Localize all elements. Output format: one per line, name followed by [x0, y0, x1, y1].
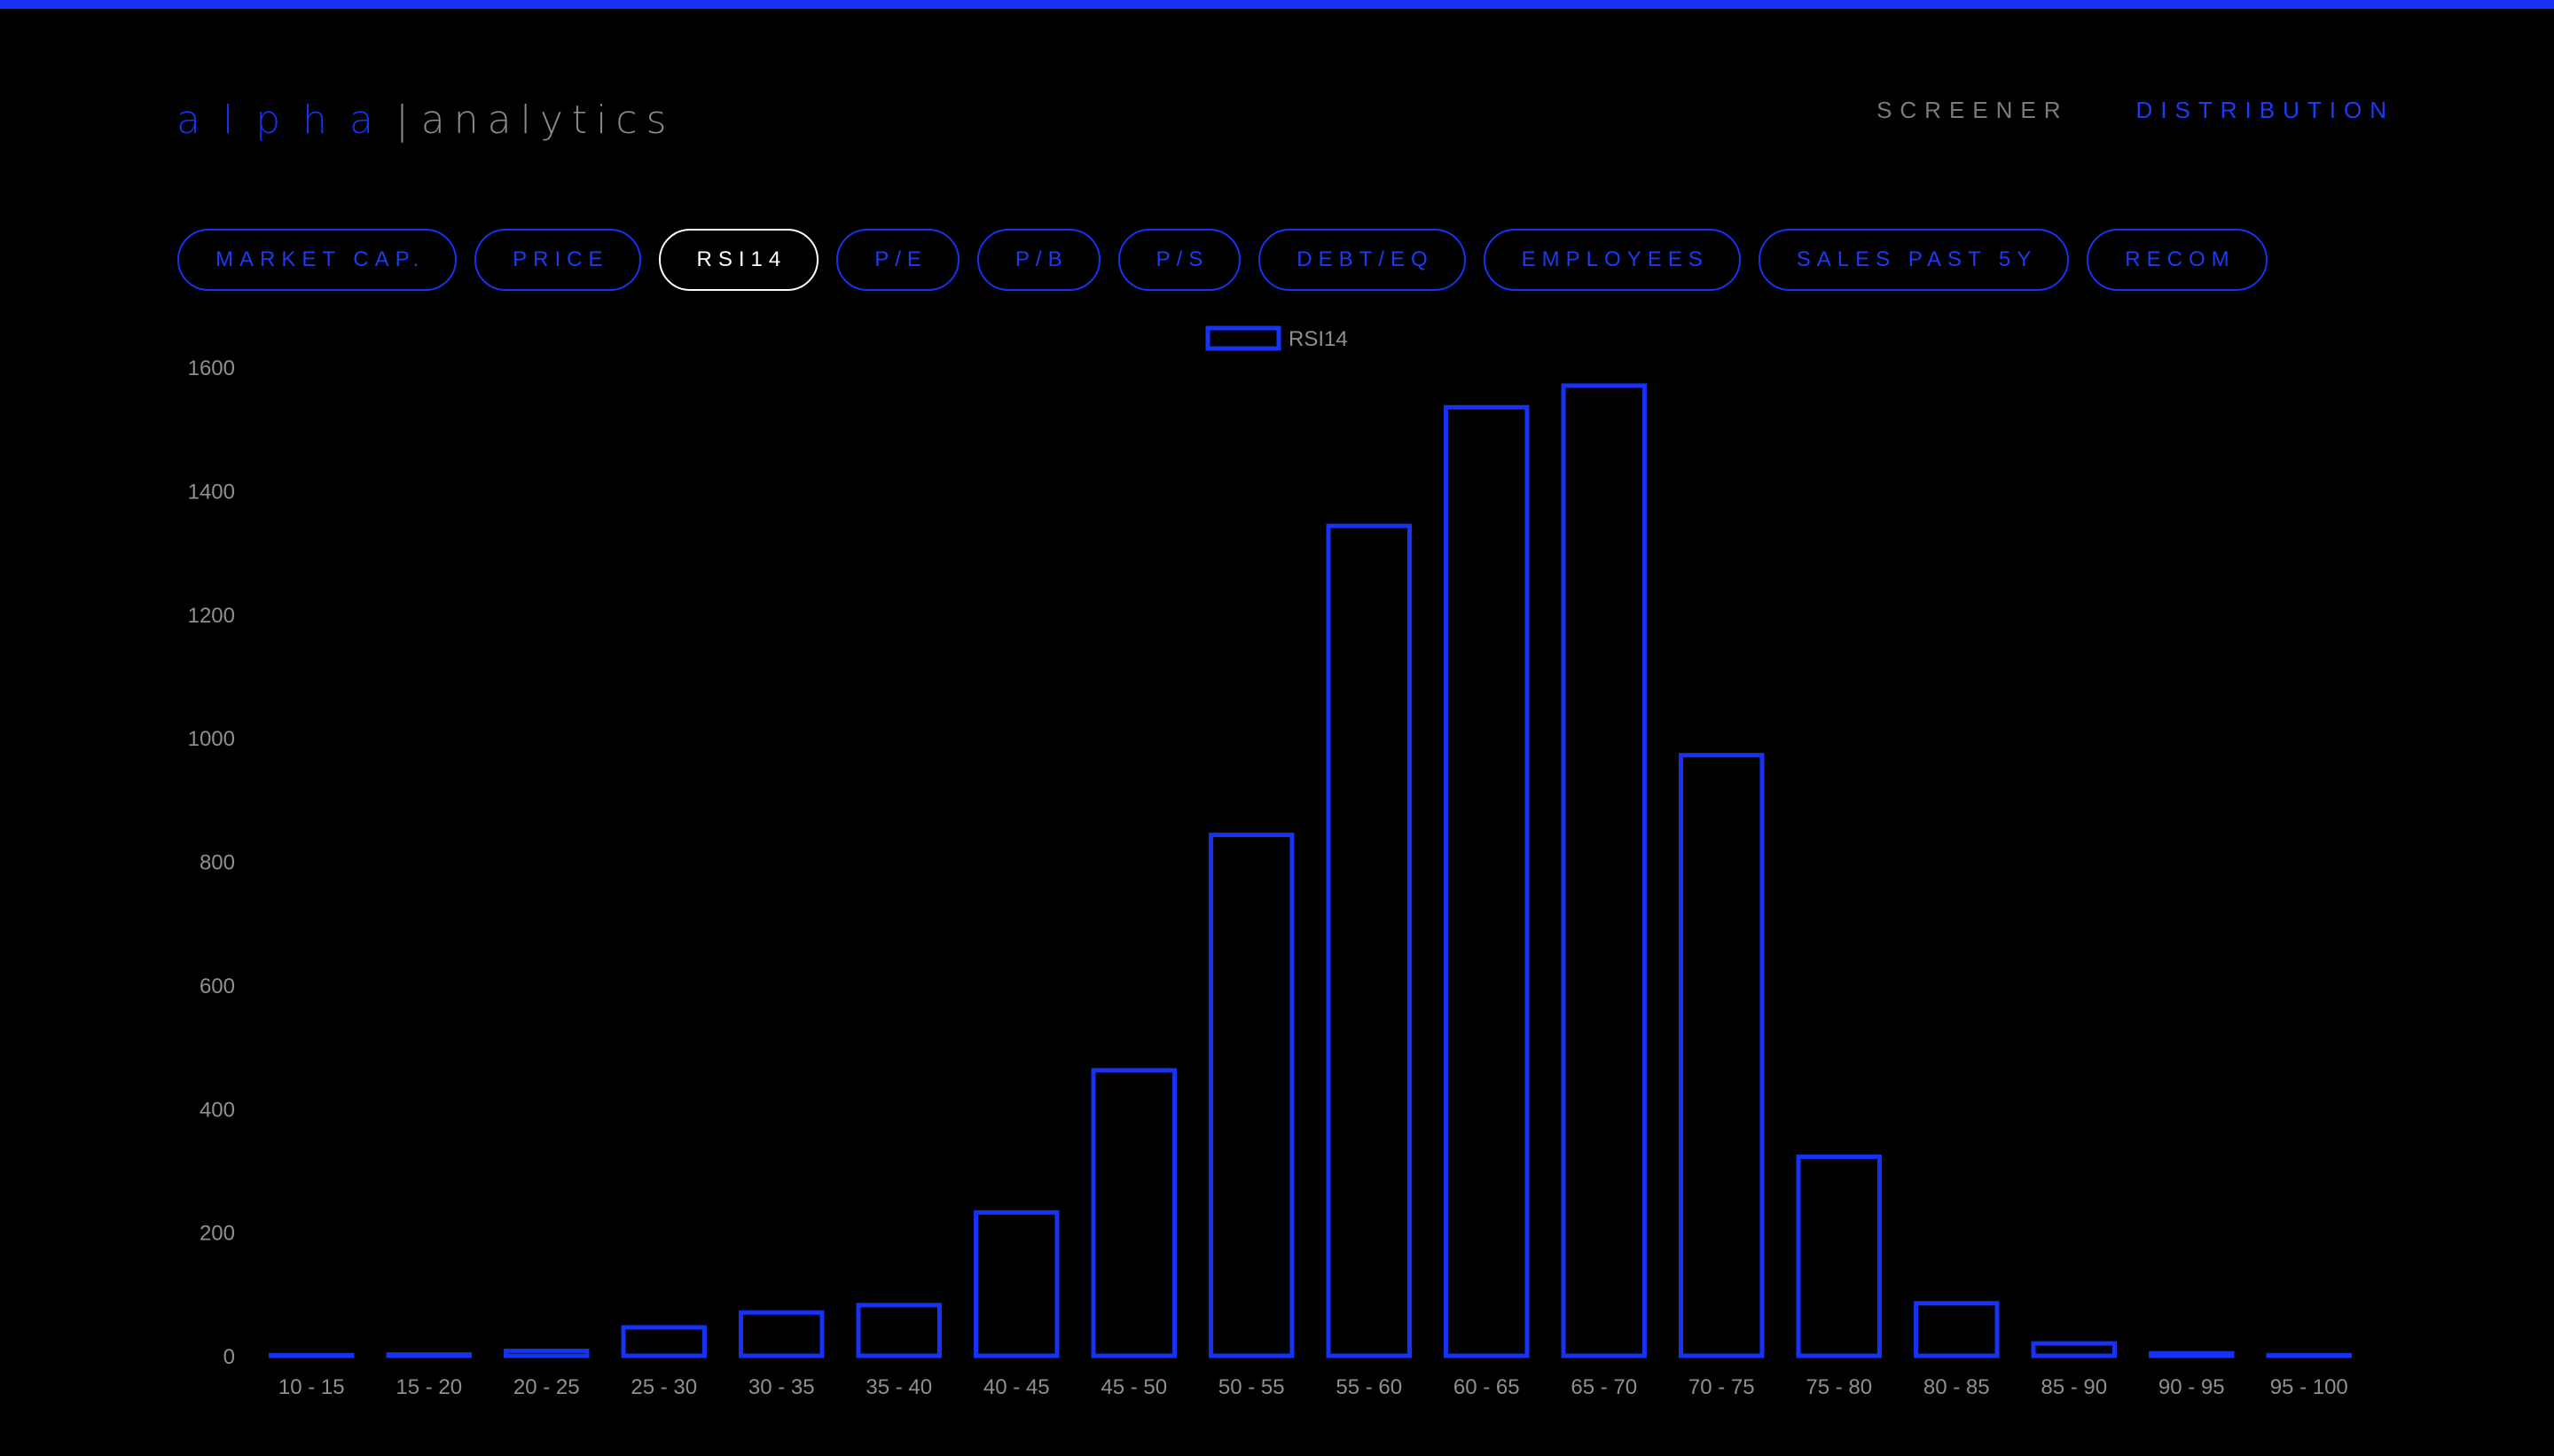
tab-price[interactable]: PRICE [474, 229, 641, 291]
chart-bar[interactable] [974, 1209, 1060, 1358]
chart-bar[interactable] [2031, 1341, 2117, 1358]
brand-logo[interactable]: alpha| analytics [176, 96, 675, 145]
top-nav: SCREENER DISTRIBUTION [1876, 96, 2394, 124]
chart-bar[interactable] [856, 1303, 942, 1358]
y-tick-label: 1000 [188, 727, 235, 751]
x-tick-label: 10 - 15 [278, 1375, 345, 1399]
x-tick-label: 20 - 25 [513, 1375, 580, 1399]
x-tick-label: 75 - 80 [1806, 1375, 1872, 1399]
nav-screener-link[interactable]: SCREENER [1876, 97, 2069, 123]
tab-recom[interactable]: RECOM [2087, 229, 2268, 291]
chart-bar[interactable] [621, 1325, 707, 1358]
tab-pb[interactable]: P/B [976, 229, 1101, 291]
legend-swatch[interactable] [1205, 325, 1281, 351]
x-tick-label: 45 - 50 [1101, 1375, 1167, 1399]
x-tick-label: 95 - 100 [2270, 1375, 2348, 1399]
brand-separator: | [395, 98, 409, 143]
chart-bar[interactable] [739, 1310, 825, 1358]
chart-bar[interactable] [504, 1348, 590, 1358]
chart-bar[interactable] [1326, 523, 1412, 1358]
brand-secondary: analytics [420, 98, 676, 143]
x-tick-label: 80 - 85 [1923, 1375, 1990, 1399]
chart-bar[interactable] [1914, 1301, 2000, 1358]
tab-pe[interactable]: P/E [836, 229, 960, 291]
chart-bar[interactable] [2149, 1350, 2235, 1358]
chart-bar[interactable] [1679, 753, 1765, 1358]
tab-employees[interactable]: EMPLOYEES [1483, 229, 1741, 291]
x-tick-label: 85 - 90 [2041, 1375, 2107, 1399]
y-tick-label: 1200 [188, 604, 235, 628]
chart-bar[interactable] [1561, 383, 1647, 1358]
x-tick-label: 60 - 65 [1453, 1375, 1520, 1399]
x-tick-label: 25 - 30 [631, 1375, 697, 1399]
y-tick-label: 1400 [188, 480, 235, 504]
y-tick-label: 200 [200, 1222, 235, 1246]
chart-bar[interactable] [1444, 404, 1530, 1358]
x-tick-label: 70 - 75 [1688, 1375, 1755, 1399]
chart-bar[interactable] [269, 1352, 355, 1358]
chart-bar[interactable] [2266, 1352, 2352, 1358]
y-tick-label: 0 [223, 1345, 235, 1369]
tab-market-cap[interactable]: MARKET CAP. [177, 229, 458, 291]
x-tick-label: 40 - 45 [983, 1375, 1050, 1399]
x-tick-label: 55 - 60 [1336, 1375, 1402, 1399]
tab-ps[interactable]: P/S [1117, 229, 1242, 291]
chart-bar[interactable] [1209, 833, 1295, 1358]
y-tick-label: 400 [200, 1098, 235, 1122]
legend-label[interactable]: RSI14 [1289, 327, 1348, 351]
chart-bar[interactable] [1091, 1068, 1177, 1358]
metric-tabs: MARKET CAP. PRICE RSI14 P/E P/B P/S DEBT… [177, 229, 2268, 291]
top-accent-bar [0, 0, 2554, 9]
x-tick-label: 35 - 40 [866, 1375, 932, 1399]
y-tick-label: 600 [200, 975, 235, 998]
tab-rsi14[interactable]: RSI14 [658, 229, 819, 291]
x-tick-label: 30 - 35 [748, 1375, 815, 1399]
chart-bar[interactable] [386, 1352, 472, 1358]
y-tick-label: 1600 [188, 356, 235, 380]
y-tick-label: 800 [200, 851, 235, 875]
x-tick-label: 90 - 95 [2158, 1375, 2225, 1399]
tab-sales-past-5y[interactable]: SALES PAST 5Y [1758, 229, 2070, 291]
chart-bar[interactable] [1796, 1155, 1882, 1358]
nav-distribution-link[interactable]: DISTRIBUTION [2135, 97, 2394, 123]
x-tick-label: 50 - 55 [1218, 1375, 1285, 1399]
brand-primary: alpha [176, 98, 396, 143]
x-tick-label: 65 - 70 [1571, 1375, 1637, 1399]
tab-debt-eq[interactable]: DEBT/EQ [1258, 229, 1466, 291]
x-tick-label: 15 - 20 [396, 1375, 462, 1399]
